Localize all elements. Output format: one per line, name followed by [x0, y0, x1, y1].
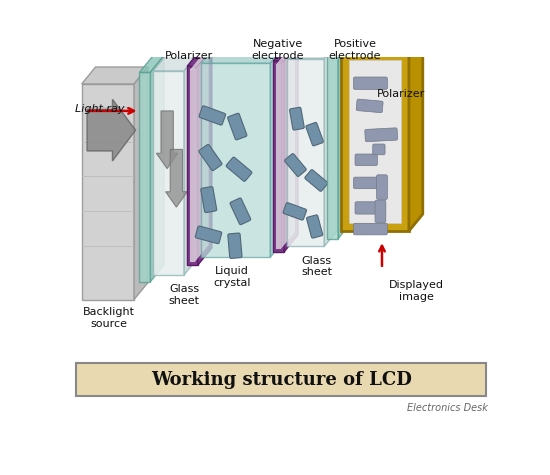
Polygon shape: [201, 63, 271, 257]
Text: Polarizer: Polarizer: [377, 89, 425, 99]
FancyBboxPatch shape: [195, 226, 222, 244]
Text: Light ray: Light ray: [75, 104, 124, 114]
Polygon shape: [287, 42, 338, 58]
FancyBboxPatch shape: [199, 144, 222, 171]
FancyBboxPatch shape: [289, 107, 304, 130]
Polygon shape: [195, 52, 209, 262]
FancyBboxPatch shape: [306, 123, 323, 146]
FancyBboxPatch shape: [305, 170, 328, 191]
Polygon shape: [140, 56, 164, 72]
Polygon shape: [134, 67, 148, 300]
Polygon shape: [140, 72, 150, 282]
Text: Polarizer: Polarizer: [166, 51, 213, 61]
Text: Working structure of LCD: Working structure of LCD: [151, 370, 411, 389]
FancyBboxPatch shape: [365, 128, 398, 142]
Polygon shape: [409, 36, 423, 231]
Polygon shape: [338, 38, 352, 239]
Polygon shape: [277, 64, 281, 249]
FancyBboxPatch shape: [199, 106, 226, 125]
Polygon shape: [273, 44, 298, 61]
Polygon shape: [153, 71, 184, 275]
Text: Positive
electrode: Positive electrode: [329, 39, 381, 61]
FancyBboxPatch shape: [375, 200, 386, 223]
Polygon shape: [271, 46, 284, 257]
Bar: [349, 60, 402, 223]
Text: Negative
electrode: Negative electrode: [252, 39, 304, 61]
Polygon shape: [341, 52, 409, 231]
Polygon shape: [341, 36, 423, 52]
FancyBboxPatch shape: [355, 154, 377, 166]
Polygon shape: [153, 54, 198, 71]
FancyBboxPatch shape: [76, 363, 486, 396]
FancyBboxPatch shape: [306, 215, 323, 238]
Polygon shape: [184, 54, 198, 275]
FancyBboxPatch shape: [283, 203, 306, 220]
Polygon shape: [327, 56, 338, 239]
FancyBboxPatch shape: [354, 177, 386, 189]
Polygon shape: [150, 56, 164, 282]
Polygon shape: [324, 42, 338, 247]
Polygon shape: [277, 47, 295, 64]
FancyBboxPatch shape: [201, 187, 217, 212]
Polygon shape: [190, 69, 195, 262]
FancyBboxPatch shape: [230, 198, 251, 225]
FancyBboxPatch shape: [356, 99, 383, 113]
FancyBboxPatch shape: [373, 144, 385, 155]
Polygon shape: [81, 67, 148, 84]
Polygon shape: [156, 111, 178, 169]
FancyBboxPatch shape: [285, 153, 306, 177]
Polygon shape: [287, 58, 324, 247]
Polygon shape: [81, 84, 134, 300]
FancyBboxPatch shape: [228, 233, 242, 258]
Text: Electronics Desk: Electronics Desk: [406, 403, 487, 413]
FancyBboxPatch shape: [377, 175, 387, 199]
Text: Liquid
crystal: Liquid crystal: [213, 266, 251, 288]
FancyBboxPatch shape: [226, 157, 252, 181]
Polygon shape: [273, 61, 284, 252]
Text: Backlight
source: Backlight source: [82, 307, 135, 329]
FancyBboxPatch shape: [354, 77, 387, 89]
Polygon shape: [201, 46, 284, 63]
Polygon shape: [87, 99, 135, 161]
Polygon shape: [187, 49, 212, 66]
FancyBboxPatch shape: [228, 113, 247, 140]
Polygon shape: [327, 38, 352, 56]
Text: Glass
sheet: Glass sheet: [301, 256, 332, 277]
Text: Displayed
image: Displayed image: [389, 280, 444, 302]
FancyBboxPatch shape: [355, 202, 385, 214]
Polygon shape: [198, 49, 212, 265]
Polygon shape: [166, 150, 187, 207]
Polygon shape: [281, 47, 295, 249]
FancyBboxPatch shape: [354, 223, 387, 235]
Polygon shape: [284, 44, 298, 252]
Text: Glass
sheet: Glass sheet: [169, 284, 200, 306]
Polygon shape: [190, 52, 209, 69]
Polygon shape: [187, 66, 198, 265]
